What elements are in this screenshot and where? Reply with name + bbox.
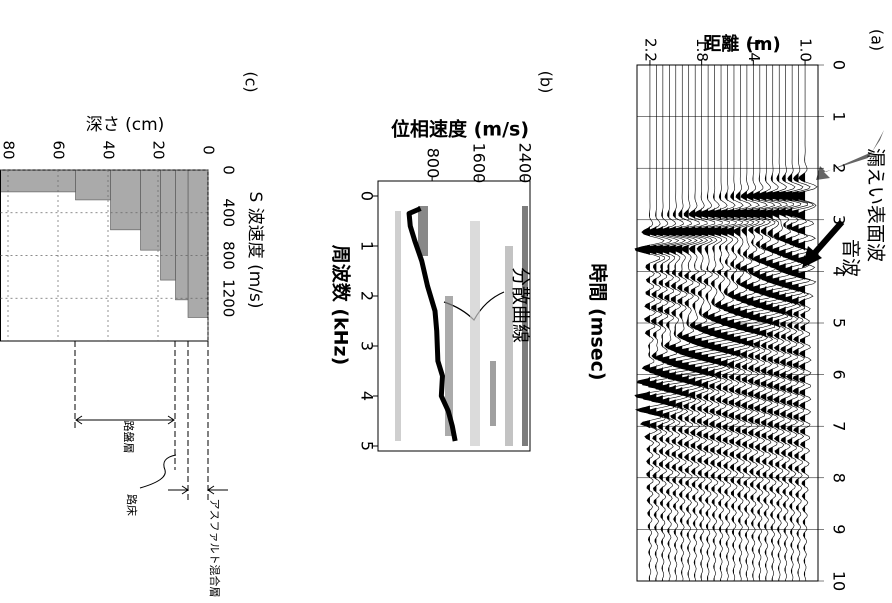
spectrum-shade [395,211,401,441]
x-tick-label: 2 [830,163,849,173]
x-tick-label: 9 [830,524,849,534]
layer-bar [175,169,189,301]
spectrum-shade [522,206,528,446]
y-tick-label: 20 [150,140,168,159]
y-tick-label: 1600 [470,143,489,184]
y-axis-label: 深さ (cm) [86,115,165,135]
arrow-sound-wave [809,220,845,258]
x-tick-label: 800 [220,241,238,270]
panel-label: (a) [868,29,887,51]
y-tick-label: 2.2 [641,38,659,62]
x-tick-label: 2 [358,291,377,301]
x-axis-label: 周波数 (kHz) [330,245,353,366]
x-tick-label: 0 [830,60,849,70]
panel-label: (c) [242,71,261,92]
y-tick-label: 40 [100,140,118,159]
y-tick-label: 0 [200,145,218,155]
y-axis-label: 位相速度 (m/s) [391,118,529,141]
y-tick-label: 800 [424,148,443,179]
y-tick-label: 80 [0,140,18,159]
y-tick-label: 1.4 [745,38,763,62]
spectrum-shade [418,206,428,256]
x-tick-label: 3 [830,215,849,225]
x-tick-label: 4 [358,391,377,401]
y-tick-label: 1.0 [797,38,815,62]
arrow-sound-wave-head [802,246,822,268]
layer-bar [160,169,176,281]
layer-bar [0,169,76,193]
x-tick-label: 7 [830,421,849,431]
spectrum-shade [505,246,513,446]
x-tick-label: 4 [830,266,849,276]
x-tick-label: 0 [220,165,238,175]
dispersion-curve [406,206,458,442]
spectrum-shade [445,296,453,436]
x-tick-label: 3 [358,341,377,351]
x-tick-label: 5 [358,441,377,451]
trace-fill [737,65,754,581]
x-tick-label: 400 [220,198,238,227]
layer-bar [187,169,209,318]
x-axis-label: S 波速度 (m/s) [245,191,265,308]
x-tick-label: 1200 [220,279,238,317]
arrow-surface-wave [816,130,884,180]
y-axis-label: 距離 (m) [703,33,780,55]
annotation: 路盤層 [122,421,135,454]
layer-bar [75,169,111,201]
y-tick-label: 60 [50,140,68,159]
trace-fill [751,65,767,581]
x-tick-label: 6 [830,370,849,380]
spectrum-shade [490,361,496,426]
annotation: 音波 [840,239,862,277]
trace-fill [760,65,773,581]
x-tick-label: 0 [358,191,377,201]
layer-bar [110,169,141,231]
x-tick-label: 1 [830,112,849,122]
annotation: 漏えい表面波 [865,148,887,262]
x-axis-label: 時間 (msec) [587,263,609,380]
spectrum-shade [470,221,480,446]
y-tick-label: 2400 [516,143,535,184]
x-tick-label: 1 [358,241,377,251]
x-tick-label: 5 [830,318,849,328]
x-tick-label: 8 [830,473,849,483]
layer-brackets [74,341,228,500]
layer-bar [140,169,161,251]
trace-fill [744,65,760,581]
annotation: アスファルト混合層 [208,499,222,598]
x-tick-label: 10 [830,571,849,591]
annotation: 分散曲線 [510,267,532,343]
y-tick-label: 1.8 [693,38,711,62]
annotation: 路床 [125,494,139,516]
panel-label: (b) [537,71,556,94]
plot-frame [377,180,531,452]
